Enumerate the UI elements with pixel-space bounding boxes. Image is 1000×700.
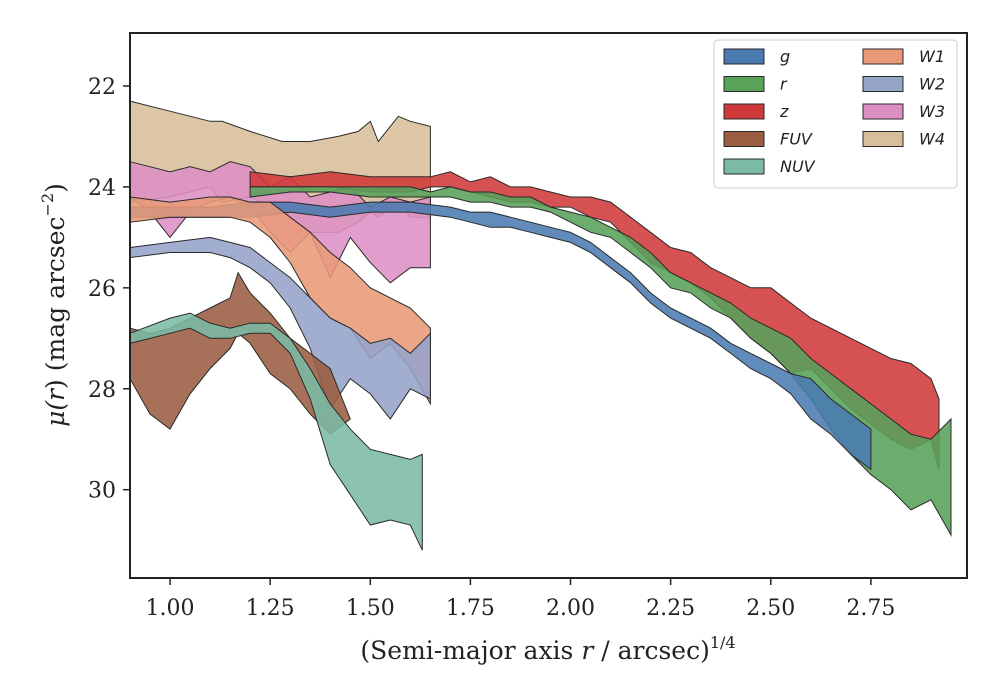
x-axis-label-var: r [581, 636, 595, 665]
legend-label: W4 [919, 130, 945, 149]
y-axis-label-main: μ( [41, 400, 70, 427]
legend-swatch [862, 76, 904, 92]
x-axis-label-sup: 1/4 [710, 633, 736, 652]
legend-item-w4: W4 [862, 130, 945, 149]
x-axis-label-main: (Semi-major axis [360, 636, 581, 665]
legend-swatch [723, 158, 765, 175]
legend-label: W1 [919, 47, 945, 66]
legend-swatch [723, 76, 765, 92]
y-tick-label: 24 [88, 176, 116, 201]
y-tick-label: 30 [88, 479, 116, 504]
y-tick-label: 22 [88, 75, 116, 100]
legend-item-z: z [723, 102, 789, 121]
legend-label: g [780, 47, 790, 66]
legend-label: z [779, 102, 789, 121]
y-axis-label-sup: −2 [38, 193, 57, 217]
x-tick-label: 2.75 [846, 596, 895, 621]
band-w2 [129, 236, 431, 420]
legend-swatch [723, 48, 765, 65]
legend-label: W3 [919, 102, 945, 121]
y-axis-label: μ(r) (mag arcsec−2) [38, 183, 70, 427]
x-tick-label: 2.00 [546, 596, 595, 621]
band-layer [129, 100, 952, 551]
legend-item-w2: W2 [862, 75, 945, 94]
legend-swatch [862, 48, 904, 65]
x-axis-label: (Semi-major axis r / arcsec)1/4 [360, 633, 735, 665]
y-axis: 22 24 26 28 30 [88, 75, 130, 504]
y-axis-label-end: ) [41, 183, 70, 193]
band-r [249, 186, 952, 537]
legend-item-g: g [723, 47, 790, 66]
legend-label: FUV [780, 130, 813, 149]
band-nuv [129, 312, 423, 551]
legend-item-nuv: NUV [723, 157, 816, 176]
legend-swatch [862, 131, 904, 147]
band-w1 [129, 196, 431, 406]
y-axis-label-var: r [41, 387, 70, 401]
legend-label: NUV [780, 157, 816, 176]
y-axis-label-rest: ) (mag arcsec [41, 216, 70, 389]
legend-swatch [723, 131, 765, 147]
x-tick-label: 2.50 [746, 596, 795, 621]
legend-item-w1: W1 [862, 47, 945, 66]
legend-label: W2 [919, 75, 945, 94]
legend-label: r [780, 75, 788, 94]
legend-item-w3: W3 [862, 102, 945, 121]
x-tick-label: 1.75 [446, 596, 495, 621]
band-g [129, 201, 872, 471]
legend: grz FUV NUV W1 W2 W3 W4 [713, 39, 958, 189]
x-tick-label: 1.25 [246, 596, 295, 621]
legend-item-fuv: FUV [723, 130, 813, 149]
legend-swatch [862, 103, 904, 120]
y-tick-label: 28 [88, 378, 116, 403]
legend-item-r: r [723, 75, 788, 94]
x-tick-label: 1.00 [146, 596, 195, 621]
x-tick-label: 1.50 [346, 596, 395, 621]
x-tick-label: 2.25 [646, 596, 695, 621]
y-tick-label: 26 [88, 277, 116, 302]
x-axis: 1.00 1.25 1.50 1.75 2.00 2.25 2.50 2.75 [146, 578, 895, 621]
x-axis-label-rest: / arcsec) [593, 636, 710, 665]
legend-swatch [723, 103, 765, 120]
plot-frame [129, 32, 968, 579]
